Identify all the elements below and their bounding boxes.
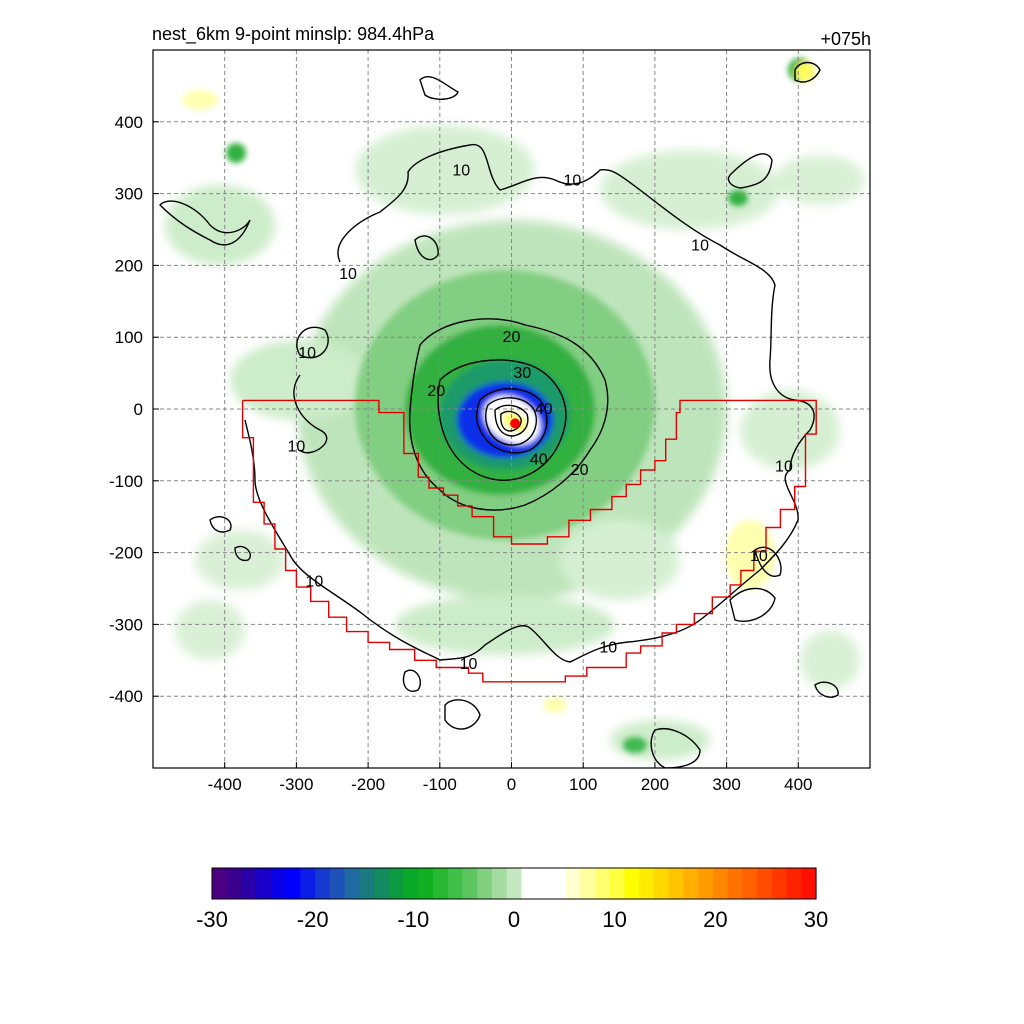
y-tick-label: 300 — [115, 185, 143, 204]
contour-label: 20 — [427, 383, 445, 400]
colorbar-swatch — [580, 868, 596, 899]
storm-center-marker — [510, 418, 521, 429]
contour-lines — [159, 61, 839, 768]
colorbar-swatch — [506, 868, 522, 899]
y-tick-label: 400 — [115, 113, 143, 132]
contour-label: 10 — [460, 656, 478, 673]
colorbar-swatch — [315, 868, 331, 899]
colorbar-swatch — [432, 868, 449, 899]
colorbar-swatch — [757, 868, 773, 899]
colorbar-tick-label: -30 — [196, 907, 228, 932]
colorbar-swatch — [712, 868, 729, 899]
colorbar-swatch — [403, 868, 419, 899]
colorbar-swatch — [624, 868, 640, 899]
contour-label: 10 — [775, 458, 793, 475]
contour-label: 40 — [535, 401, 553, 418]
colorbar-swatch — [609, 868, 626, 899]
colorbar-swatch — [639, 868, 655, 899]
colorbar-swatch — [359, 868, 375, 899]
contour-label: 10 — [599, 639, 617, 656]
y-tick-label: 200 — [115, 256, 143, 275]
colorbar-swatch — [668, 868, 685, 899]
y-tick-label: -100 — [109, 472, 143, 491]
colorbar-swatch — [727, 868, 743, 899]
red-boundary-line — [241, 399, 817, 683]
grid-lines — [153, 50, 870, 768]
colorbar-swatch — [653, 868, 670, 899]
x-tick-label: -200 — [351, 775, 385, 794]
colorbar-swatch — [565, 868, 581, 899]
colorbar-swatch — [270, 868, 287, 899]
colorbar-swatch — [536, 868, 552, 899]
contour-label: 10 — [564, 173, 582, 190]
x-tick-label: 200 — [641, 775, 669, 794]
plot-area: 10 10 10 10 10 10 10 10 10 10 10 20 20 20 30 40 40 — [153, 50, 870, 768]
colorbar-swatch — [491, 868, 508, 899]
contour-label: 10 — [452, 163, 470, 180]
colorbar-frame — [211, 867, 817, 900]
colorbar-tick-label: 0 — [508, 907, 520, 932]
colorbar-swatch — [256, 868, 272, 899]
colorbar: -30 -20 -10 0 10 20 30 — [196, 867, 828, 932]
x-tick-label: -400 — [208, 775, 242, 794]
colorbar-swatch — [388, 868, 405, 899]
contour-label: 40 — [530, 451, 548, 468]
colorbar-swatch — [226, 868, 243, 899]
colorbar-swatch — [212, 868, 228, 899]
colorbar-tick-label: 30 — [804, 907, 828, 932]
contour-label: 20 — [503, 329, 521, 346]
contour-label: 20 — [571, 462, 589, 479]
colorbar-swatch — [447, 868, 464, 899]
contour-label: 10 — [339, 266, 357, 283]
colorbar-swatch — [418, 868, 434, 899]
contour-label: 10 — [750, 548, 768, 565]
colorbar-swatch — [285, 868, 301, 899]
contour-label: 10 — [288, 438, 306, 455]
colorbar-swatch — [771, 868, 788, 899]
colorbar-swatch — [462, 868, 478, 899]
colorbar-swatch — [241, 868, 257, 899]
colorbar-swatch — [698, 868, 714, 899]
contour-label: 10 — [305, 573, 323, 590]
y-axis: 400 300 200 100 0 -100 -200 -300 -400 — [109, 113, 159, 706]
colorbar-tick-label: -20 — [297, 907, 329, 932]
x-tick-label: -100 — [423, 775, 457, 794]
colorbar-swatch — [344, 868, 360, 899]
colorbar-swatch — [801, 868, 817, 899]
contour-label: 10 — [691, 237, 709, 254]
contour-label: 30 — [513, 365, 531, 382]
x-tick-label: 400 — [784, 775, 812, 794]
x-tick-label: 300 — [712, 775, 740, 794]
colorbar-tick-label: -10 — [397, 907, 429, 932]
y-tick-label: -400 — [109, 687, 143, 706]
y-tick-label: -300 — [109, 615, 143, 634]
colorbar-swatch — [786, 868, 802, 899]
colorbar-tick-label: 10 — [602, 907, 626, 932]
y-tick-label: 0 — [134, 400, 143, 419]
y-tick-label: 100 — [115, 328, 143, 347]
y-tick-label: -200 — [109, 544, 143, 563]
colorbar-swatch — [300, 868, 316, 899]
x-tick-label: 0 — [507, 775, 516, 794]
colorbar-tick-label: 20 — [703, 907, 727, 932]
contour-labels: 10 10 10 10 10 10 10 10 10 10 10 20 20 20 30 40 40 — [288, 163, 793, 673]
colorbar-swatch — [374, 868, 390, 899]
colorbar-swatch — [550, 868, 567, 899]
chart-title: nest_6km 9-point minslp: 984.4hPa — [152, 24, 435, 45]
contour-label: 10 — [298, 345, 316, 362]
forecast-hour-label: +075h — [820, 29, 871, 49]
colorbar-swatch — [742, 868, 758, 899]
x-axis: -400 -300 -200 -100 0 100 200 300 400 — [208, 762, 812, 794]
colorbar-swatch — [329, 868, 346, 899]
colorbar-swatch — [477, 868, 493, 899]
colorbar-swatch — [521, 868, 537, 899]
x-tick-label: -300 — [279, 775, 313, 794]
x-tick-label: 100 — [569, 775, 597, 794]
colorbar-swatch — [595, 868, 611, 899]
colorbar-swatch — [683, 868, 699, 899]
